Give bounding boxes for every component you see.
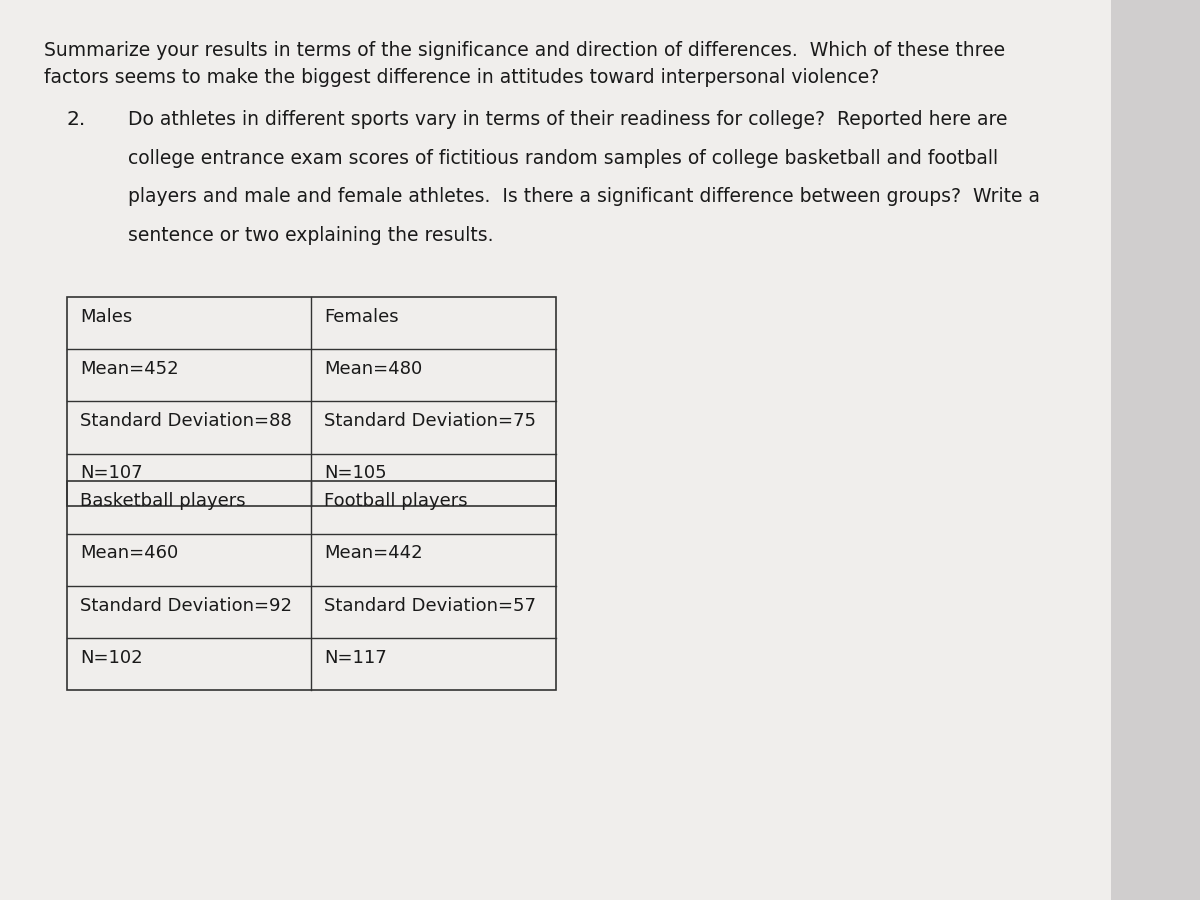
Text: college entrance exam scores of fictitious random samples of college basketball : college entrance exam scores of fictitio… [127,148,998,167]
Text: Females: Females [324,308,400,326]
Text: Mean=480: Mean=480 [324,360,422,378]
Text: sentence or two explaining the results.: sentence or two explaining the results. [127,226,493,245]
Text: Summarize your results in terms of the significance and direction of differences: Summarize your results in terms of the s… [44,40,1006,59]
Text: N=105: N=105 [324,464,388,482]
Text: 2.: 2. [67,110,86,129]
Text: Basketball players: Basketball players [80,492,246,510]
Text: N=117: N=117 [324,649,388,667]
Text: Mean=460: Mean=460 [80,544,179,562]
Text: Mean=452: Mean=452 [80,360,179,378]
Text: players and male and female athletes.  Is there a significant difference between: players and male and female athletes. Is… [127,187,1039,206]
Text: Standard Deviation=75: Standard Deviation=75 [324,412,536,430]
Text: Males: Males [80,308,132,326]
Text: Do athletes in different sports vary in terms of their readiness for college?  R: Do athletes in different sports vary in … [127,110,1007,129]
Text: N=102: N=102 [80,649,143,667]
Bar [67,297,556,506]
Text: Standard Deviation=57: Standard Deviation=57 [324,597,536,615]
Text: N=107: N=107 [80,464,143,482]
Bar [67,482,556,690]
Text: Standard Deviation=88: Standard Deviation=88 [80,412,292,430]
Text: Mean=442: Mean=442 [324,544,424,562]
Text: Football players: Football players [324,492,468,510]
FancyBboxPatch shape [0,0,1111,900]
Text: factors seems to make the biggest difference in attitudes toward interpersonal v: factors seems to make the biggest differ… [44,68,880,87]
Text: Standard Deviation=92: Standard Deviation=92 [80,597,292,615]
